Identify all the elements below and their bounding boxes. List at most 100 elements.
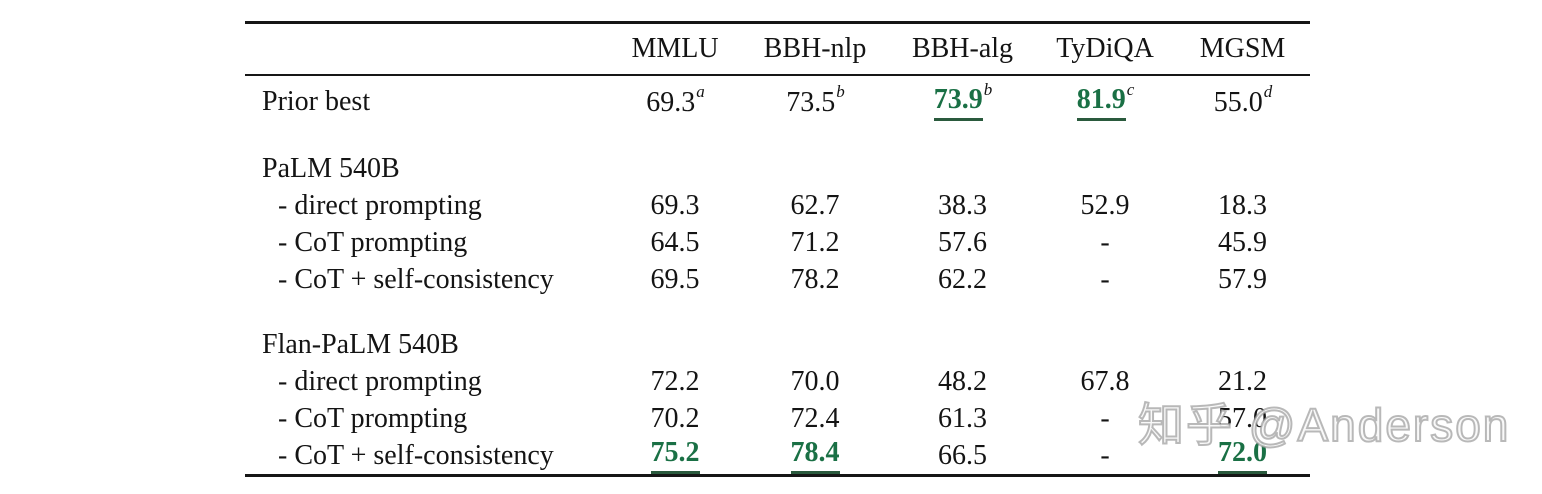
- metric-cell: 57.6: [890, 227, 1035, 259]
- metric-cell: -: [1035, 264, 1175, 296]
- metric-cell: 62.7: [740, 190, 890, 222]
- citation-superscript: a: [696, 82, 705, 102]
- metric-value: 71.2: [790, 226, 840, 258]
- table-row: - direct prompting 72.2 70.0 48.2 67.8 21.2: [245, 363, 1310, 400]
- metric-cell: 78.4: [740, 437, 890, 474]
- metric-value-best: 78.4: [790, 438, 840, 474]
- column-header-bbh-nlp: BBH-nlp: [763, 33, 867, 64]
- metric-cell: 21.2: [1175, 366, 1310, 398]
- metric-cell: 72.0: [1175, 437, 1310, 474]
- metric-cell: 67.8: [1035, 366, 1175, 398]
- metric-value: 18.3: [1218, 189, 1267, 221]
- metric-cell: 71.2: [740, 227, 890, 259]
- metric-value: 70.0: [790, 365, 840, 397]
- metric-cell: -: [1035, 227, 1175, 259]
- metric-value: 70.2: [650, 402, 700, 434]
- metric-value-best: 72.0: [1218, 438, 1267, 474]
- metric-value: 38.3: [938, 189, 987, 221]
- row-label: - direct prompting: [278, 365, 482, 397]
- section-label: Flan-PaLM 540B: [262, 328, 459, 360]
- metric-cell: 73.9b: [890, 80, 1035, 121]
- metric-cell: 62.2: [890, 264, 1035, 296]
- column-header-tydiqa: TyDiQA: [1056, 33, 1154, 64]
- metric-cell: 45.9: [1175, 227, 1310, 259]
- metric-cell: 70.0: [740, 366, 890, 398]
- metric-value: 61.3: [938, 402, 987, 434]
- metric-value: 57.6: [938, 226, 987, 258]
- metric-cell: 73.5b: [740, 82, 890, 118]
- metric-cell: 66.5: [890, 440, 1035, 472]
- metric-value: 21.2: [1218, 365, 1267, 397]
- metric-value: 67.8: [1080, 365, 1130, 397]
- metric-cell: 81.9c: [1035, 80, 1175, 121]
- metric-cell: 57.0: [1175, 403, 1310, 435]
- row-label: Prior best: [262, 86, 371, 117]
- column-header-mmlu: MMLU: [631, 33, 719, 64]
- metric-cell: 38.3: [890, 190, 1035, 222]
- table-row: - CoT prompting 64.5 71.2 57.6 - 45.9: [245, 224, 1310, 261]
- metric-cell: 72.4: [740, 403, 890, 435]
- metric-cell: -: [1035, 403, 1175, 435]
- spacer-row: [245, 298, 1310, 326]
- column-header-mgsm: MGSM: [1199, 33, 1286, 64]
- row-label: - CoT prompting: [278, 402, 468, 434]
- metric-value: 69.3: [650, 189, 700, 221]
- metric-value: 52.9: [1080, 189, 1130, 221]
- results-table: MMLU BBH-nlp BBH-alg TyDiQA MGSM Prior b…: [245, 21, 1310, 477]
- metric-value: 66.5: [938, 439, 987, 471]
- table-body: Prior best 69.3a 73.5b 73.9b 81.9c 55.0d PaLM …: [245, 76, 1310, 474]
- row-label: - CoT prompting: [278, 226, 468, 258]
- metric-value: 62.7: [790, 189, 840, 221]
- metric-cell: 69.3: [610, 190, 740, 222]
- metric-value-best: 81.9: [1076, 85, 1126, 121]
- metric-value: 57.0: [1218, 402, 1267, 434]
- metric-value: -: [1100, 263, 1110, 295]
- table-row: - direct prompting 69.3 62.7 38.3 52.9 18.3: [245, 187, 1310, 224]
- metric-cell: 75.2: [610, 437, 740, 474]
- metric-value: 62.2: [938, 263, 987, 295]
- column-header-bbh-alg: BBH-alg: [911, 33, 1014, 64]
- metric-value: 69.5: [650, 263, 700, 295]
- metric-value: -: [1100, 226, 1110, 258]
- section-row: Flan-PaLM 540B: [245, 326, 1310, 363]
- citation-superscript: b: [983, 80, 993, 100]
- metric-cell: 69.3a: [610, 82, 740, 118]
- metric-cell: 18.3: [1175, 190, 1310, 222]
- citation-superscript: c: [1126, 80, 1135, 100]
- metric-cell: 72.2: [610, 366, 740, 398]
- metric-cell: 78.2: [740, 264, 890, 296]
- metric-value: 73.5: [786, 86, 836, 118]
- spacer-row: [245, 122, 1310, 150]
- metric-cell: 55.0d: [1175, 82, 1310, 118]
- table-header-row: MMLU BBH-nlp BBH-alg TyDiQA MGSM: [245, 24, 1310, 76]
- metric-value: -: [1100, 439, 1110, 471]
- metric-value: 78.2: [790, 263, 840, 295]
- metric-value: 64.5: [650, 226, 700, 258]
- metric-cell: -: [1035, 440, 1175, 472]
- metric-value: 72.2: [650, 365, 700, 397]
- citation-superscript: b: [836, 82, 845, 102]
- metric-cell: 57.9: [1175, 264, 1310, 296]
- metric-value: 57.9: [1218, 263, 1267, 295]
- metric-value-best: 75.2: [650, 438, 700, 474]
- metric-cell: 70.2: [610, 403, 740, 435]
- table-row: - CoT prompting 70.2 72.4 61.3 - 57.0: [245, 400, 1310, 437]
- table-row: Prior best 69.3a 73.5b 73.9b 81.9c 55.0d: [245, 76, 1310, 122]
- metric-cell: 64.5: [610, 227, 740, 259]
- metric-value: 55.0: [1213, 86, 1263, 118]
- metric-value: -: [1100, 402, 1110, 434]
- metric-value: 48.2: [938, 365, 987, 397]
- section-row: PaLM 540B: [245, 150, 1310, 187]
- metric-value: 69.3: [646, 86, 696, 118]
- section-label: PaLM 540B: [262, 152, 400, 184]
- metric-cell: 69.5: [610, 264, 740, 296]
- metric-cell: 48.2: [890, 366, 1035, 398]
- citation-superscript: d: [1263, 82, 1273, 102]
- row-label: - direct prompting: [278, 189, 482, 221]
- metric-value: 72.4: [790, 402, 840, 434]
- metric-cell: 61.3: [890, 403, 1035, 435]
- metric-cell: 52.9: [1035, 190, 1175, 222]
- table-row: - CoT + self-consistency 69.5 78.2 62.2 - 57.…: [245, 261, 1310, 298]
- metric-value-best: 73.9: [933, 85, 983, 121]
